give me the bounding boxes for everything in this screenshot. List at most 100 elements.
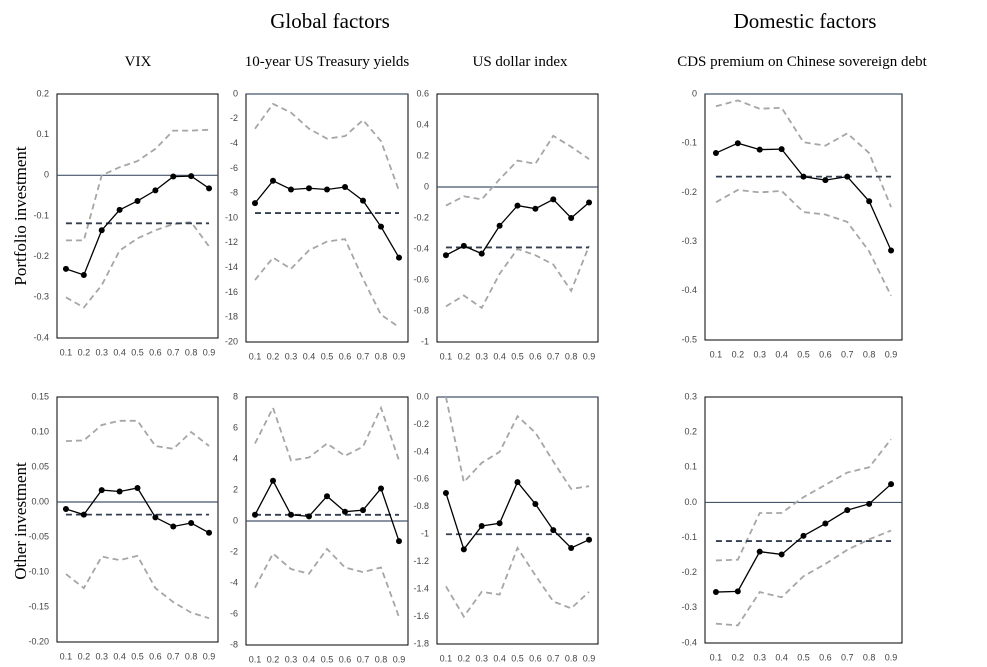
y-tick-label: -1: [421, 336, 429, 346]
point: [116, 488, 123, 495]
column-title: 10-year US Treasury yields: [245, 54, 410, 70]
x-tick-label: 0.2: [78, 651, 91, 661]
y-tick-label: -0.2: [33, 251, 49, 261]
x-tick-label: 0.6: [819, 652, 832, 662]
series-line: [445, 545, 590, 619]
series-line: [65, 554, 210, 620]
plot-frame: [436, 93, 599, 343]
point: [324, 493, 330, 500]
point: [188, 173, 195, 180]
point: [532, 205, 539, 212]
x-tick-label: 0.3: [285, 351, 298, 361]
point: [62, 506, 69, 512]
y-tick-label: -0.3: [33, 292, 49, 302]
y-tick-label: -2: [230, 546, 238, 556]
point: [252, 200, 258, 207]
x-tick-label: 0.6: [529, 653, 542, 663]
series-line: [445, 245, 590, 310]
point: [288, 186, 294, 193]
y-tick-label: -0.3: [681, 602, 697, 612]
y-tick-label: -10: [225, 212, 238, 222]
x-tick-label: 0.9: [203, 651, 216, 661]
y-tick-label: -0.1: [681, 532, 697, 542]
x-tick-label: 0.4: [493, 351, 506, 361]
x-tick-label: 0.7: [547, 653, 560, 663]
x-tick-label: 0.3: [285, 654, 298, 664]
point: [170, 173, 177, 180]
point: [478, 522, 485, 529]
y-tick-label: -0.2: [681, 187, 697, 197]
point: [734, 588, 741, 595]
point: [866, 500, 873, 507]
y-tick-label: 0.15: [31, 391, 49, 401]
point: [496, 222, 503, 229]
y-tick-label: 0.2: [684, 427, 697, 437]
point: [514, 479, 521, 486]
point: [152, 514, 159, 521]
x-tick-label: 0.9: [203, 347, 216, 357]
y-tick-label: -1: [421, 529, 429, 539]
x-tick-label: 0.5: [511, 653, 524, 663]
point: [342, 184, 348, 190]
x-tick-label: 0.2: [732, 652, 745, 662]
x-tick-label: 0.6: [339, 351, 352, 361]
point: [378, 223, 384, 230]
x-tick-label: 0.4: [113, 347, 126, 357]
point: [586, 536, 593, 543]
series-line: [65, 128, 210, 242]
x-tick-label: 0.4: [303, 351, 316, 361]
point: [270, 177, 276, 184]
x-tick-label: 0.7: [167, 651, 180, 661]
y-tick-label: 0.3: [684, 391, 697, 401]
y-tick-label: -0.4: [681, 637, 697, 647]
y-tick-label: -0.4: [681, 285, 697, 295]
point: [252, 511, 258, 518]
x-tick-label: 0.9: [393, 351, 406, 361]
y-tick-label: 8: [233, 391, 238, 401]
x-tick-label: 0.4: [775, 349, 788, 359]
x-tick-label: 0.9: [885, 349, 898, 359]
x-tick-label: 0.3: [95, 347, 108, 357]
x-tick-label: 0.7: [357, 654, 370, 664]
point: [844, 507, 851, 514]
point: [778, 146, 785, 153]
point: [712, 150, 719, 157]
y-tick-label: -1.8: [413, 638, 429, 648]
y-tick-label: -1.2: [413, 556, 429, 566]
y-tick-label: -0.6: [413, 274, 429, 284]
y-tick-label: -2: [230, 113, 238, 123]
x-tick-label: 0.5: [131, 651, 144, 661]
x-tick-label: 0.1: [60, 347, 73, 357]
y-tick-label: 0: [692, 88, 697, 98]
point: [306, 513, 312, 520]
point: [342, 508, 348, 515]
point: [586, 199, 593, 206]
x-tick-label: 0.8: [565, 653, 578, 663]
y-tick-label: -0.8: [413, 305, 429, 315]
y-tick-label: -0.6: [413, 474, 429, 484]
point: [800, 173, 807, 180]
y-tick-label: -0.4: [413, 243, 429, 253]
series-line: [445, 134, 590, 207]
y-tick-label: -4: [230, 138, 238, 148]
point: [496, 520, 503, 527]
series-line: [65, 419, 210, 450]
y-tick-label: -0.2: [413, 419, 429, 429]
y-tick-label: 0.4: [416, 119, 429, 129]
x-tick-label: 0.1: [249, 654, 262, 664]
x-tick-label: 0.8: [863, 652, 876, 662]
y-tick-label: -18: [225, 312, 238, 322]
x-tick-label: 0.7: [841, 349, 854, 359]
x-tick-label: 0.4: [493, 653, 506, 663]
series-line: [65, 221, 210, 309]
x-tick-label: 0.6: [819, 349, 832, 359]
y-tick-label: 2: [233, 484, 238, 494]
series-line: [254, 405, 400, 462]
y-tick-label: -16: [225, 287, 238, 297]
point: [170, 523, 177, 530]
plot-frame: [704, 93, 903, 341]
point: [288, 511, 294, 518]
point: [116, 206, 123, 213]
x-tick-label: 0.8: [863, 349, 876, 359]
x-tick-label: 0.6: [149, 347, 162, 357]
